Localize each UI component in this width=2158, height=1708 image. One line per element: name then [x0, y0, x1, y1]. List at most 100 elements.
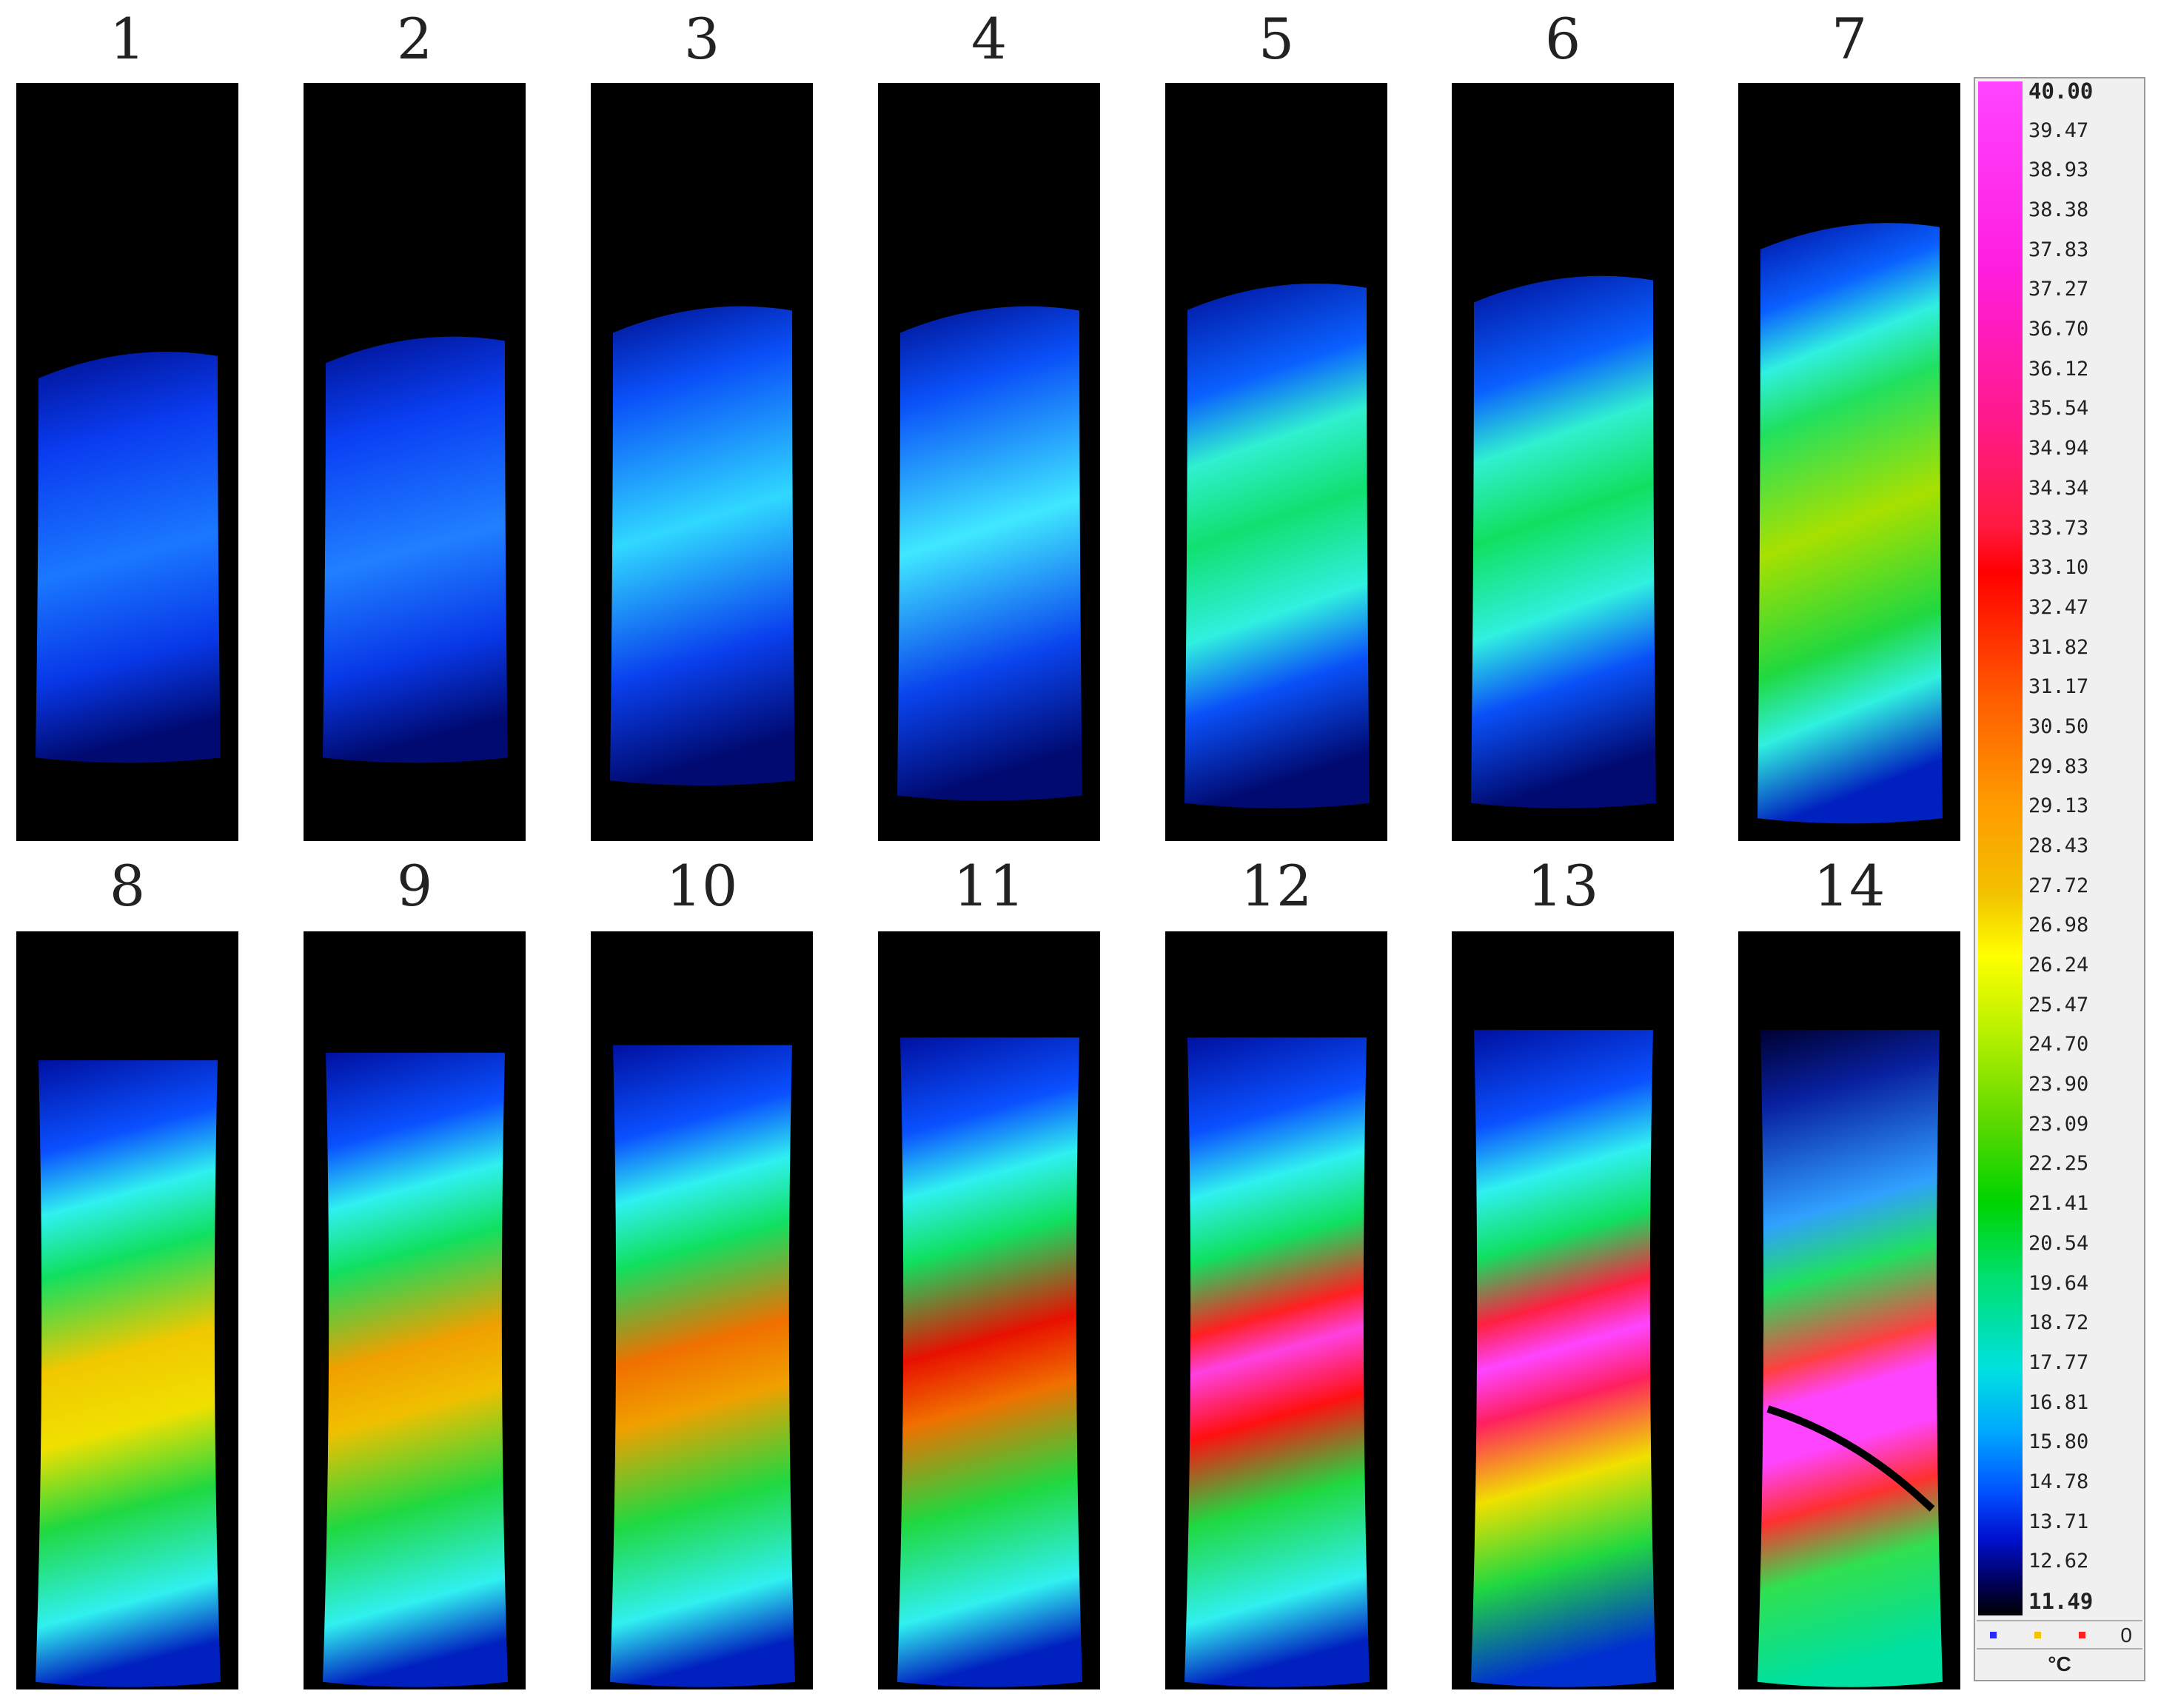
- scale-tick: 16.81: [2028, 1390, 2089, 1414]
- scale-tick: 26.24: [2028, 954, 2089, 977]
- thermal-panel-7: [1738, 83, 1960, 841]
- scale-tick: 14.78: [2028, 1470, 2089, 1493]
- scale-tick: 32.47: [2028, 595, 2089, 619]
- scale-tick: 15.80: [2028, 1430, 2089, 1454]
- scale-tick: 28.43: [2028, 834, 2089, 857]
- thermal-panel-6: [1452, 83, 1674, 841]
- scale-tick: 20.54: [2028, 1231, 2089, 1255]
- specimen-shape: [610, 1045, 795, 1687]
- specimen-shape: [897, 1037, 1082, 1687]
- scale-tick: 34.94: [2028, 437, 2089, 461]
- scale-tick: 19.64: [2028, 1271, 2089, 1295]
- scale-tick: 23.90: [2028, 1073, 2089, 1096]
- panel-label-10: 10: [666, 853, 738, 919]
- panel-label-5: 5: [1258, 6, 1295, 72]
- thermal-specimen-11: [897, 1037, 1082, 1687]
- scale-tick: 13.71: [2028, 1510, 2089, 1533]
- thermal-panel-3: [591, 83, 813, 841]
- scale-tick: 21.41: [2028, 1192, 2089, 1216]
- scale-tick: 33.73: [2028, 516, 2089, 540]
- panel-label-14: 14: [1813, 853, 1886, 919]
- thermal-panel-5: [1165, 83, 1387, 841]
- scale-tick: 31.82: [2028, 635, 2089, 659]
- thermal-panel-1: [16, 83, 238, 841]
- scale-tick: 24.70: [2028, 1033, 2089, 1056]
- specimen-shape: [897, 306, 1082, 801]
- panel-label-1: 1: [109, 6, 146, 72]
- thermal-specimen-12: [1184, 1037, 1370, 1687]
- specimen-shape: [36, 1060, 221, 1687]
- scale-tick: 39.47: [2028, 118, 2089, 142]
- blue-marker-icon: [1990, 1632, 1997, 1638]
- panel-label-12: 12: [1240, 853, 1313, 919]
- panel-label-8: 8: [109, 853, 146, 919]
- thermal-specimen-9: [323, 1052, 508, 1687]
- thermal-specimen-5: [1184, 284, 1370, 808]
- scale-tick: 30.50: [2028, 714, 2089, 738]
- panel-label-9: 9: [396, 853, 433, 919]
- scale-tick: 33.10: [2028, 556, 2089, 580]
- thermal-specimen-14: [1757, 1030, 1943, 1687]
- thermal-panel-14: [1738, 931, 1960, 1689]
- thermal-specimen-7: [1757, 223, 1943, 824]
- thermal-panel-10: [591, 931, 813, 1689]
- scale-tick: 37.27: [2028, 278, 2089, 301]
- scale-tick: 40.00: [2028, 78, 2094, 104]
- specimen-shape: [36, 352, 221, 763]
- temperature-color-scale: 40.00 39.47 38.93 38.38 37.83 37.27 36.70 36.12…: [1974, 77, 2145, 1681]
- panel-label-13: 13: [1527, 853, 1599, 919]
- specimen-shape: [1757, 223, 1943, 824]
- scale-tick: 26.98: [2028, 914, 2089, 937]
- scale-tick: 11.49: [2028, 1589, 2094, 1614]
- scale-tick: 31.17: [2028, 675, 2089, 699]
- specimen-shape: [1471, 275, 1656, 808]
- thermal-panel-9: [304, 931, 526, 1689]
- thermal-specimen-10: [610, 1045, 795, 1687]
- scale-zero-label: 0: [2120, 1624, 2132, 1647]
- scale-tick: 17.77: [2028, 1350, 2089, 1374]
- scale-footer: 0: [1977, 1620, 2142, 1650]
- thermal-specimen-13: [1471, 1030, 1656, 1687]
- scale-tick: 29.13: [2028, 794, 2089, 818]
- panel-label-7: 7: [1831, 6, 1868, 72]
- scale-tick: 23.09: [2028, 1112, 2089, 1136]
- specimen-shape: [610, 306, 795, 786]
- thermal-specimen-2: [323, 336, 508, 763]
- thermal-panel-4: [878, 83, 1100, 841]
- thermal-specimen-8: [36, 1060, 221, 1687]
- scale-unit-label: °C: [2048, 1652, 2071, 1675]
- specimen-shape: [1184, 284, 1370, 808]
- fracture-crack: [1766, 1405, 1935, 1512]
- panel-label-3: 3: [683, 6, 720, 72]
- panel-label-11: 11: [953, 853, 1025, 919]
- red-marker-icon: [2079, 1632, 2085, 1638]
- scale-tick: 22.25: [2028, 1152, 2089, 1176]
- scale-tick: 27.72: [2028, 874, 2089, 897]
- panel-label-6: 6: [1544, 6, 1581, 72]
- scale-tick: 36.70: [2028, 318, 2089, 341]
- panel-label-4: 4: [971, 6, 1008, 72]
- scale-tick: 29.83: [2028, 754, 2089, 778]
- thermal-specimen-4: [897, 306, 1082, 801]
- yellow-marker-icon: [2034, 1632, 2041, 1638]
- thermal-panel-13: [1452, 931, 1674, 1689]
- thermal-specimen-6: [1471, 275, 1656, 808]
- scale-tick: 37.83: [2028, 238, 2089, 261]
- scale-tick: 25.47: [2028, 993, 2089, 1017]
- specimen-shape: [1184, 1037, 1370, 1687]
- specimen-shape: [1471, 1030, 1656, 1687]
- scale-tick: 36.12: [2028, 357, 2089, 381]
- thermal-panel-2: [304, 83, 526, 841]
- color-gradient-bar: [1978, 81, 2023, 1615]
- scale-tick: 12.62: [2028, 1550, 2089, 1573]
- thermal-specimen-3: [610, 306, 795, 786]
- scale-tick: 35.54: [2028, 397, 2089, 421]
- thermal-panel-11: [878, 931, 1100, 1689]
- scale-tick: 38.93: [2028, 158, 2089, 182]
- scale-tick: 38.38: [2028, 198, 2089, 222]
- scale-tick: 34.34: [2028, 476, 2089, 500]
- specimen-shape: [323, 1052, 508, 1687]
- thermal-specimen-1: [36, 352, 221, 763]
- scale-tick: 18.72: [2028, 1311, 2089, 1335]
- thermal-panel-12: [1165, 931, 1387, 1689]
